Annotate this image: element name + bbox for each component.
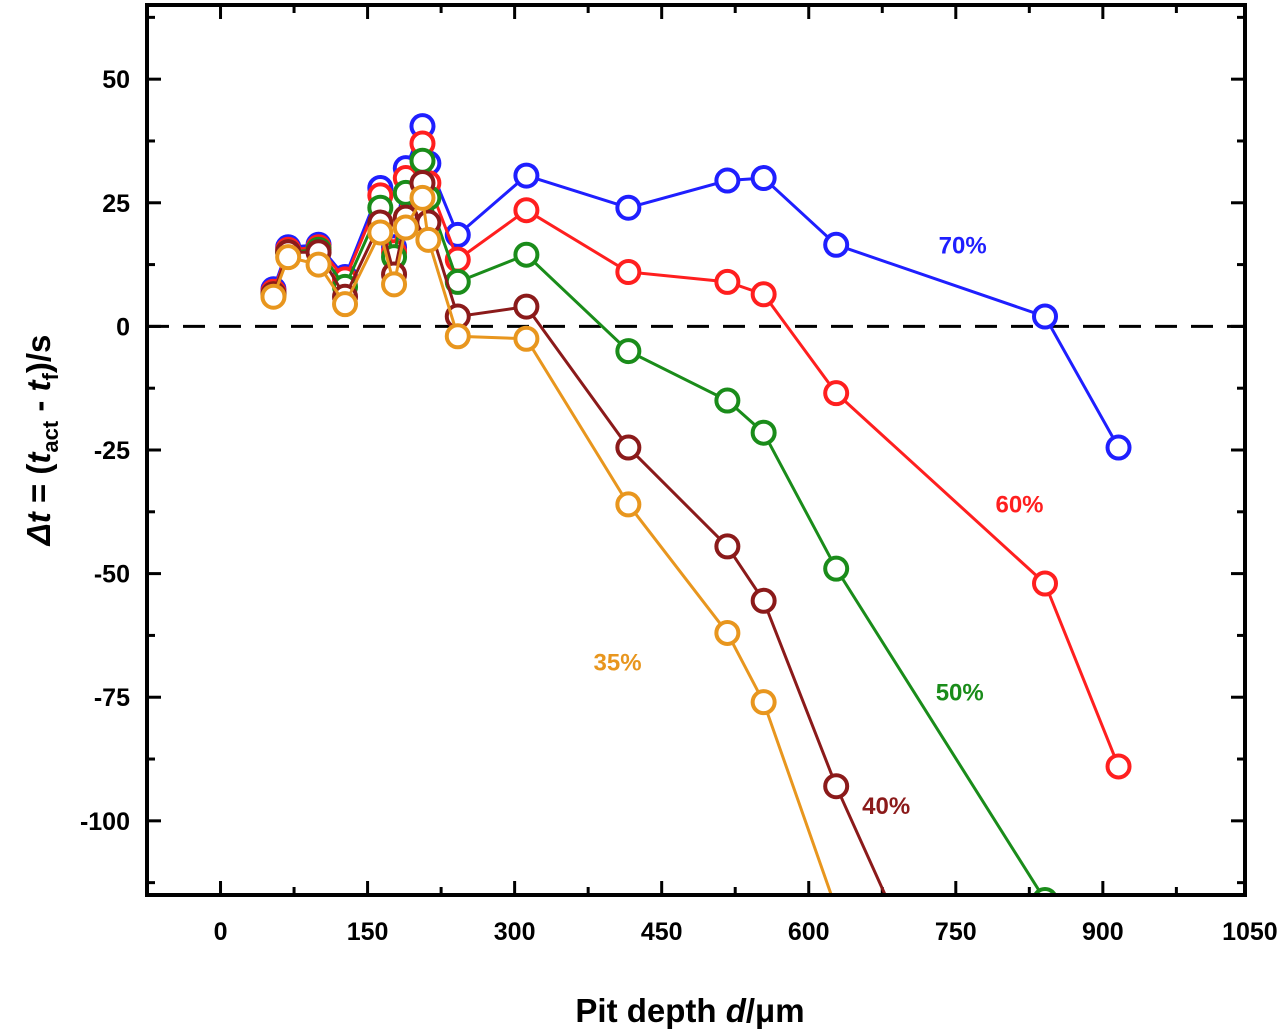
y-tick-label: 0	[116, 313, 130, 341]
data-point	[615, 338, 642, 365]
series-label: 40%	[862, 793, 910, 820]
data-point	[260, 283, 287, 310]
data-point	[513, 325, 540, 352]
plot-frame	[145, 3, 1247, 897]
y-tick-label: -100	[80, 808, 130, 836]
data-point	[823, 555, 850, 582]
axis-ticks: 0 150 300 450 600 750 900 1050 50 25 0 -25 -50 -75 -10…	[80, 5, 1278, 946]
data-point	[823, 380, 850, 407]
series-labels: 70% 60% 50% 40% 35%	[594, 232, 1044, 820]
x-tick-label: 450	[641, 918, 683, 946]
x-tick-label: 0	[214, 918, 228, 946]
data-point	[381, 271, 408, 298]
data-point	[750, 419, 777, 446]
x-tick-label: 300	[494, 918, 536, 946]
x-tick-label: 750	[935, 918, 977, 946]
data-point	[750, 689, 777, 716]
data-point	[367, 219, 394, 246]
y-tick-label: 50	[102, 66, 130, 94]
data-point	[332, 291, 359, 318]
y-tick-label: -75	[94, 684, 130, 712]
data-point	[513, 293, 540, 320]
data-point	[409, 147, 436, 174]
data-point	[714, 619, 741, 646]
y-tick-label: -25	[94, 437, 130, 465]
data-point	[750, 281, 777, 308]
y-tick-label: -50	[94, 561, 130, 589]
x-axis-label: Pit depth d/μm	[575, 992, 804, 1029]
data-point	[750, 587, 777, 614]
data-point	[714, 167, 741, 194]
data-point	[615, 491, 642, 518]
data-point	[1105, 753, 1132, 780]
y-axis-label: Δt = (tact - tf)/s	[20, 335, 63, 548]
data-point	[415, 226, 442, 253]
data-point	[1105, 434, 1132, 461]
data-point	[823, 773, 850, 800]
data-point	[750, 165, 777, 192]
data-point	[275, 244, 302, 271]
series-50pct	[260, 147, 1058, 895]
data-point	[392, 214, 419, 241]
data-point	[823, 231, 850, 258]
series-label: 50%	[936, 679, 984, 706]
series-35pct	[260, 184, 833, 895]
data-point	[1032, 570, 1059, 597]
data-point	[714, 268, 741, 295]
x-tick-label: 900	[1082, 918, 1124, 946]
data-point	[615, 434, 642, 461]
x-tick-label: 150	[347, 918, 389, 946]
data-point	[444, 323, 471, 350]
data-point	[513, 162, 540, 189]
data-point	[615, 259, 642, 285]
x-tick-label: 1050	[1222, 918, 1278, 946]
series-label: 60%	[995, 491, 1043, 518]
series-label: 70%	[939, 232, 987, 259]
series-group	[260, 113, 1132, 895]
x-tick-label: 600	[788, 918, 830, 946]
data-point	[615, 194, 642, 221]
data-point	[409, 184, 436, 211]
data-point	[1032, 886, 1058, 895]
data-point	[714, 533, 741, 560]
data-point	[714, 387, 741, 414]
series-label: 35%	[594, 650, 642, 677]
y-tick-label: 25	[102, 190, 130, 218]
data-point	[305, 251, 332, 278]
data-point	[513, 197, 540, 224]
data-point	[513, 241, 540, 268]
data-point	[1032, 303, 1059, 330]
